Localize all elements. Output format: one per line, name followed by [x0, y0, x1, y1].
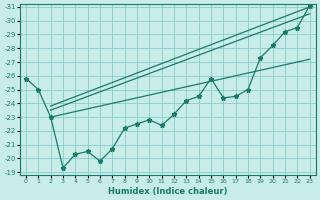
X-axis label: Humidex (Indice chaleur): Humidex (Indice chaleur) [108, 187, 228, 196]
